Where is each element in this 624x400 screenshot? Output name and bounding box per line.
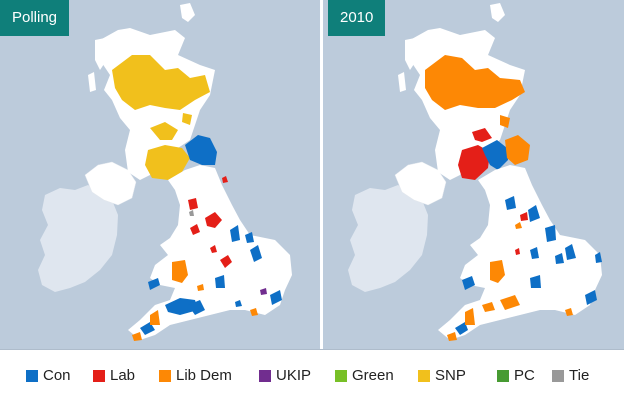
legend-item-lab: Lab bbox=[93, 366, 135, 386]
2010-libdem-fife bbox=[500, 115, 510, 128]
con-swatch-icon bbox=[26, 370, 38, 382]
2010-lab-glasgow bbox=[472, 128, 492, 142]
polling-lab-midlands bbox=[220, 255, 232, 268]
legend-label-libdem: Lib Dem bbox=[176, 367, 232, 384]
polling-libdem-wales bbox=[172, 260, 188, 283]
legend-label-lab: Lab bbox=[110, 367, 136, 384]
polling-con-oxford bbox=[215, 275, 225, 288]
polling-snp-central bbox=[150, 122, 178, 140]
polling-snp-highlands bbox=[112, 55, 210, 110]
2010-libdem-somerset bbox=[500, 295, 520, 310]
2010-libdem-borders bbox=[505, 135, 530, 165]
orkney-shetland bbox=[490, 3, 505, 22]
legend-label-ukip: UKIP bbox=[276, 367, 312, 384]
polling-con-cornwall bbox=[140, 322, 155, 335]
libdem-swatch-icon bbox=[159, 370, 171, 382]
england-landmass bbox=[438, 165, 602, 340]
hebrides bbox=[88, 38, 110, 92]
polling-map-panel: Polling bbox=[0, 0, 320, 350]
polling-con-southcoast bbox=[165, 298, 198, 315]
panel-divider bbox=[320, 0, 323, 350]
2010-libdem-north bbox=[515, 222, 522, 229]
polling-con-west bbox=[235, 300, 242, 307]
snp-swatch-icon bbox=[418, 370, 430, 382]
legend-item-green: Green bbox=[335, 366, 394, 386]
polling-con-somerset bbox=[188, 300, 205, 315]
polling-con-kent bbox=[270, 290, 282, 305]
polling-con-pembroke bbox=[148, 278, 160, 290]
2010-con-norfolk bbox=[565, 244, 576, 260]
polling-con-borders bbox=[185, 135, 217, 165]
2010-map bbox=[348, 3, 602, 341]
2010-con-oxford bbox=[530, 275, 541, 288]
2010-con-dumfries bbox=[482, 140, 508, 170]
polling-lab-mid2 bbox=[210, 245, 217, 253]
legend-item-con: Con bbox=[26, 366, 71, 386]
2010-libdem-highlands bbox=[425, 55, 525, 110]
orkney-shetland bbox=[180, 3, 195, 22]
2010-lab-mid bbox=[515, 248, 520, 255]
2010-lab-southwest bbox=[458, 145, 490, 180]
2010-map-panel: 2010 bbox=[323, 0, 624, 350]
2010-libdem-wales bbox=[490, 260, 505, 283]
2010-libdem-lands-end bbox=[447, 332, 457, 341]
2010-panel-label: 2010 bbox=[328, 0, 386, 36]
legend-item-ukip: UKIP bbox=[259, 366, 311, 386]
polling-lab-northwest bbox=[188, 198, 198, 210]
2010-lab-north bbox=[520, 212, 528, 221]
polling-tie-north bbox=[189, 210, 194, 216]
polling-ukip-essex bbox=[260, 288, 267, 295]
2010-libdem-devon bbox=[482, 302, 495, 312]
legend-label-green: Green bbox=[352, 367, 394, 384]
2010-con-essex-edge bbox=[595, 252, 602, 263]
legend-item-pc: PC bbox=[497, 366, 535, 386]
2010-con-lincs bbox=[545, 225, 556, 242]
hebrides bbox=[398, 38, 420, 92]
polling-lab-north-small bbox=[222, 176, 228, 183]
polling-con-lincs bbox=[230, 225, 240, 242]
legend-label-snp: SNP bbox=[435, 367, 466, 384]
england-landmass bbox=[128, 165, 292, 340]
northern-ireland bbox=[84, 161, 137, 206]
legend-item-tie: Tie bbox=[552, 366, 589, 386]
2010-con-east bbox=[555, 253, 564, 264]
legend-label-tie: Tie bbox=[569, 367, 590, 384]
ireland-landmass bbox=[38, 185, 118, 292]
ukip-swatch-icon bbox=[259, 370, 271, 382]
legend-label-con: Con bbox=[43, 367, 71, 384]
2010-con-cornwall bbox=[455, 322, 468, 335]
2010-con-pembroke bbox=[462, 276, 475, 290]
polling-con-east bbox=[245, 232, 254, 243]
polling-libdem-cornwall bbox=[150, 310, 160, 325]
polling-lab-manchester bbox=[190, 224, 200, 235]
green-swatch-icon bbox=[335, 370, 347, 382]
polling-con-norfolk bbox=[250, 245, 262, 262]
2010-con-kent bbox=[585, 290, 597, 305]
party-legend: Con Lab Lib Dem UKIP Green SNP PC Tie bbox=[0, 362, 624, 390]
legend-item-libdem: Lib Dem bbox=[159, 366, 232, 386]
polling-libdem-sussex bbox=[250, 308, 258, 316]
polling-snp-east bbox=[182, 113, 192, 125]
polling-map bbox=[38, 3, 292, 341]
2010-libdem-cornwall bbox=[465, 308, 475, 325]
tie-swatch-icon bbox=[552, 370, 564, 382]
lab-swatch-icon bbox=[93, 370, 105, 382]
northern-ireland bbox=[394, 161, 447, 206]
ireland-landmass bbox=[348, 185, 428, 292]
legend-label-pc: PC bbox=[514, 367, 535, 384]
pc-swatch-icon bbox=[497, 370, 509, 382]
legend-item-snp: SNP bbox=[418, 366, 466, 386]
2010-con-yorkshire bbox=[528, 205, 540, 222]
polling-snp-southwest bbox=[145, 145, 190, 180]
polling-lab-yorkshire bbox=[205, 212, 222, 228]
2010-libdem-sussex bbox=[565, 308, 573, 316]
map-bottom-border bbox=[0, 349, 624, 350]
polling-libdem-bristol bbox=[197, 284, 204, 291]
2010-con-northwest bbox=[505, 196, 516, 210]
2010-con-midlands bbox=[530, 247, 539, 259]
polling-panel-label: Polling bbox=[0, 0, 70, 36]
polling-libdem-lands-end bbox=[132, 332, 142, 341]
